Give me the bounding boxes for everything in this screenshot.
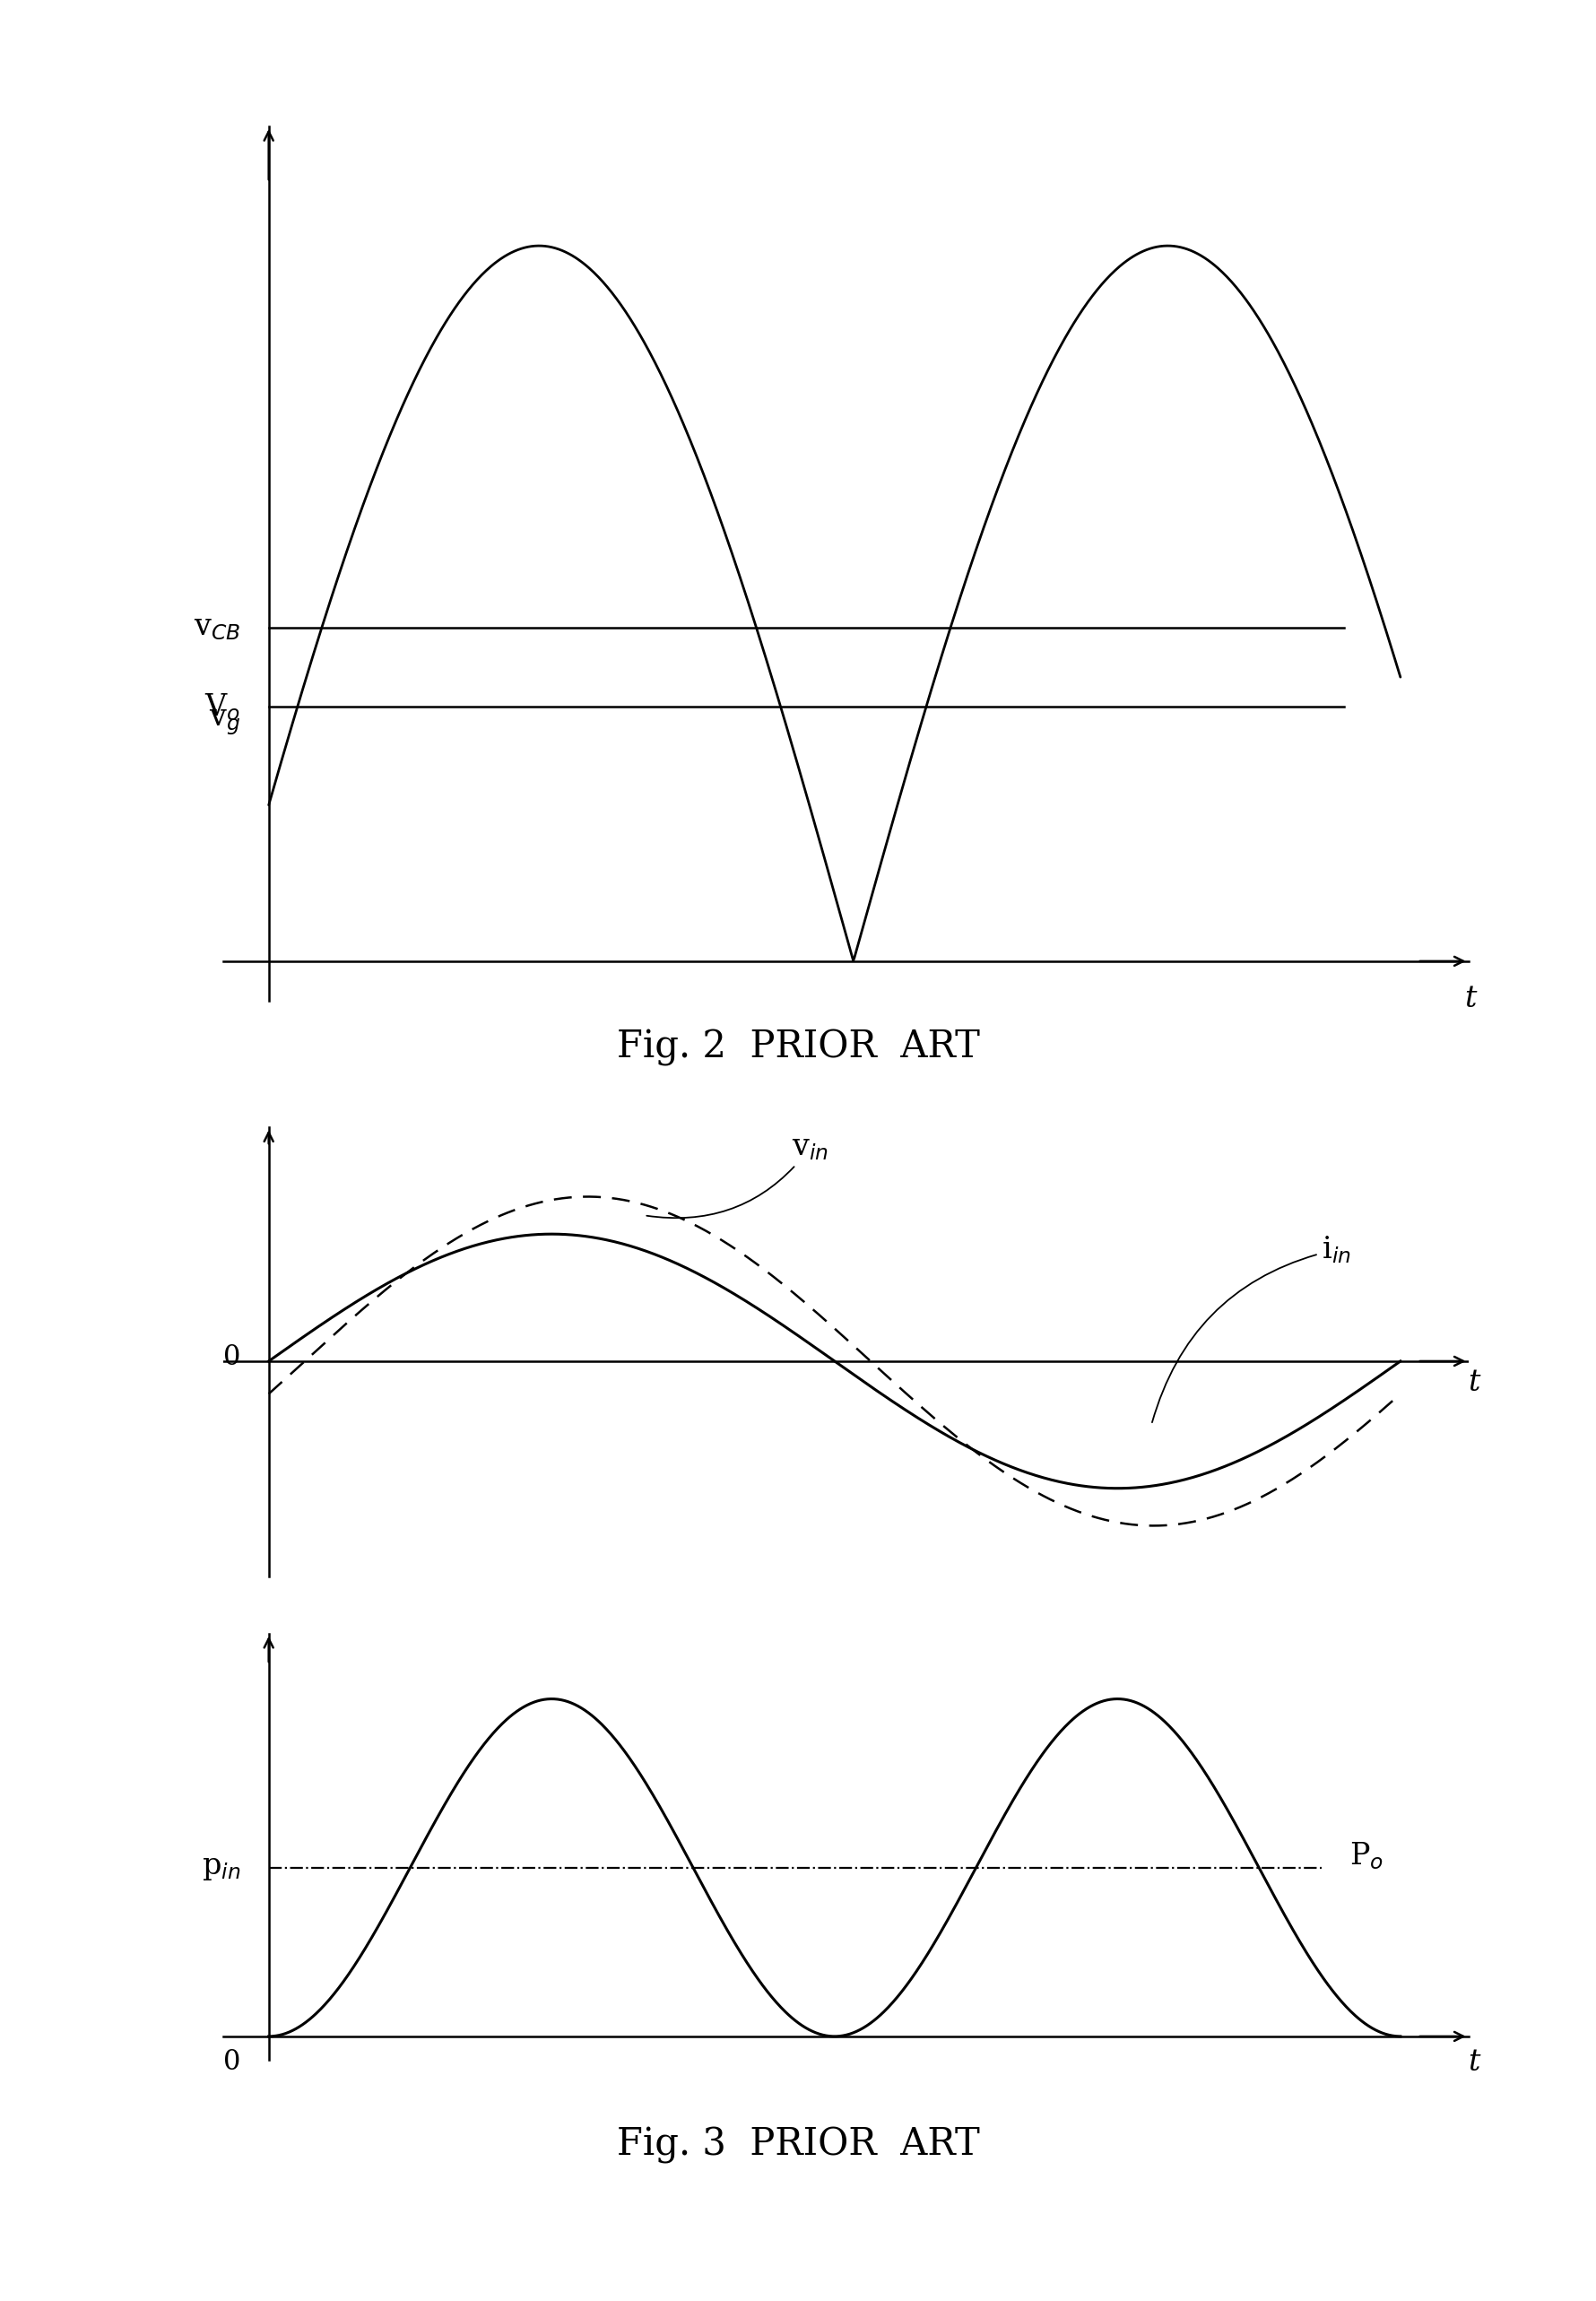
Text: t: t bbox=[1468, 1369, 1479, 1397]
Text: v$_g$: v$_g$ bbox=[209, 709, 241, 736]
Text: Fig. 2  PRIOR  ART: Fig. 2 PRIOR ART bbox=[616, 1029, 980, 1065]
Text: 0: 0 bbox=[223, 1344, 241, 1371]
Text: i$_{in}$: i$_{in}$ bbox=[1152, 1233, 1350, 1422]
Text: 0: 0 bbox=[223, 2048, 241, 2076]
Text: P$_o$: P$_o$ bbox=[1350, 1841, 1384, 1871]
Text: v$_{CB}$: v$_{CB}$ bbox=[193, 612, 241, 642]
Text: V$_o$: V$_o$ bbox=[204, 690, 241, 723]
Text: v$_{in}$: v$_{in}$ bbox=[646, 1134, 828, 1217]
Text: p$_{in}$: p$_{in}$ bbox=[201, 1852, 241, 1882]
Text: t: t bbox=[1468, 2048, 1479, 2076]
Text: t: t bbox=[1465, 985, 1476, 1015]
Text: Fig. 3  PRIOR  ART: Fig. 3 PRIOR ART bbox=[616, 2126, 980, 2163]
